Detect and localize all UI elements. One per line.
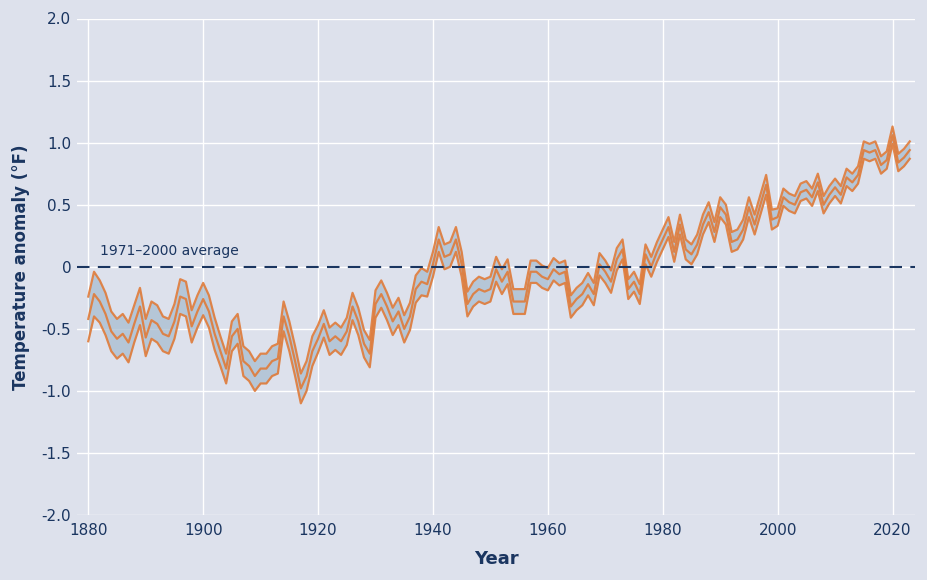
Y-axis label: Temperature anomaly (°F): Temperature anomaly (°F) xyxy=(12,144,31,390)
X-axis label: Year: Year xyxy=(474,549,518,567)
Text: 1971–2000 average: 1971–2000 average xyxy=(100,244,238,258)
